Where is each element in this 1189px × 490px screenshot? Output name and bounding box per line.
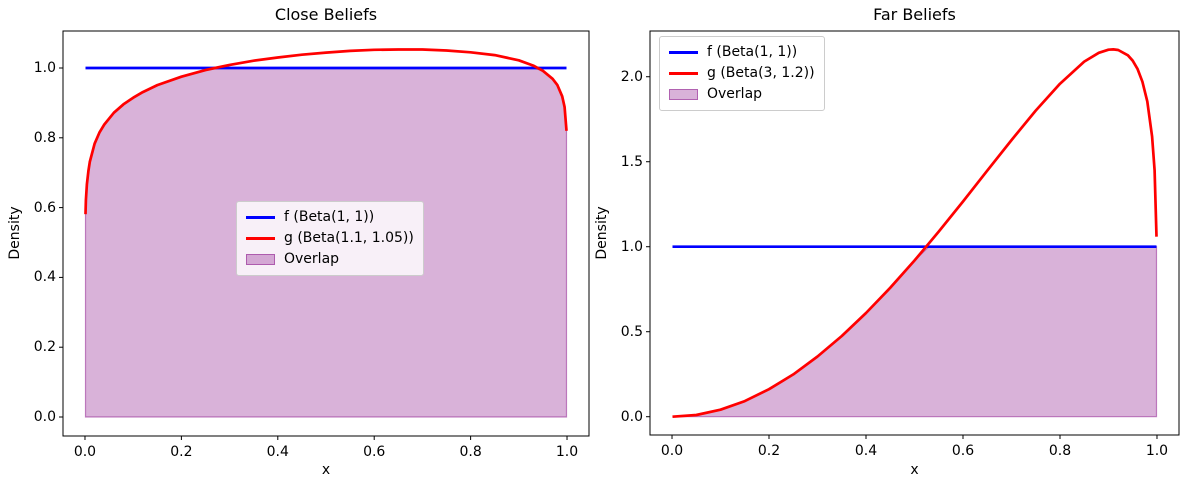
legend-item: Overlap bbox=[669, 84, 815, 105]
axes-spines bbox=[649, 30, 1180, 436]
x-tick-label: 0.2 bbox=[757, 443, 781, 459]
x-tick-label: 1.0 bbox=[1145, 443, 1169, 459]
x-tick-label: 1.0 bbox=[555, 444, 579, 460]
legend-item: f (Beta(1, 1)) bbox=[246, 207, 414, 228]
legend-label: f (Beta(1, 1)) bbox=[284, 209, 375, 225]
legend-line-swatch bbox=[669, 72, 698, 75]
y-tick-label: 2.0 bbox=[620, 68, 643, 85]
overlap-area bbox=[672, 246, 1158, 418]
legend-item: Overlap bbox=[246, 249, 414, 270]
y-tick-label: 0.0 bbox=[33, 409, 56, 425]
legend-patch-swatch bbox=[669, 89, 698, 100]
g-line bbox=[672, 48, 1158, 419]
x-tick-label: 0.8 bbox=[459, 444, 482, 460]
axes-spines bbox=[62, 30, 590, 437]
legend-label: g (Beta(3, 1.2)) bbox=[707, 65, 815, 81]
y-tick-label: 1.0 bbox=[620, 238, 643, 255]
x-tick-label: 0.0 bbox=[73, 444, 97, 460]
legend-item: g (Beta(3, 1.2)) bbox=[669, 63, 815, 84]
y-tick-label: 1.5 bbox=[620, 153, 643, 170]
x-tick-label: 0.4 bbox=[266, 444, 289, 460]
panel-left-title: Close Beliefs bbox=[274, 5, 378, 24]
y-tick-label: 0.0 bbox=[620, 408, 643, 425]
x-tick-label: 0.6 bbox=[951, 443, 975, 459]
legend-label: Overlap bbox=[284, 251, 340, 267]
legend-label: f (Beta(1, 1)) bbox=[707, 44, 798, 60]
legend-line-swatch bbox=[246, 216, 275, 219]
y-tick-label: 0.2 bbox=[33, 339, 56, 356]
x-tick-label: 0.2 bbox=[170, 444, 193, 460]
panel-right-title: Far Beliefs bbox=[873, 5, 956, 24]
panel-right-xlabel: x bbox=[910, 462, 919, 478]
legend: f (Beta(1, 1)) g (Beta(1.1, 1.05)) Overlap bbox=[236, 201, 424, 276]
x-tick-label: 0.6 bbox=[363, 444, 386, 460]
legend: f (Beta(1, 1)) g (Beta(3, 1.2)) Overlap bbox=[659, 36, 825, 111]
legend-label: g (Beta(1.1, 1.05)) bbox=[284, 230, 414, 246]
x-tick-label: 0.4 bbox=[854, 443, 878, 459]
legend-line-swatch bbox=[246, 237, 275, 240]
y-tick-label: 0.4 bbox=[33, 269, 56, 286]
y-tick-label: 0.5 bbox=[620, 323, 643, 340]
legend-patch-swatch bbox=[246, 254, 275, 265]
legend-item: f (Beta(1, 1)) bbox=[669, 42, 815, 63]
g-line bbox=[84, 48, 568, 215]
panel-left-xlabel: x bbox=[321, 462, 331, 478]
x-tick-label: 0.0 bbox=[660, 443, 684, 459]
x-tick-label: 0.8 bbox=[1048, 443, 1072, 459]
legend-label: Overlap bbox=[707, 86, 763, 102]
legend-item: g (Beta(1.1, 1.05)) bbox=[246, 228, 414, 249]
y-tick-label: 0.6 bbox=[33, 199, 56, 216]
legend-line-swatch bbox=[669, 51, 698, 54]
y-tick-label: 0.8 bbox=[33, 129, 56, 146]
y-tick-label: 1.0 bbox=[33, 59, 56, 76]
